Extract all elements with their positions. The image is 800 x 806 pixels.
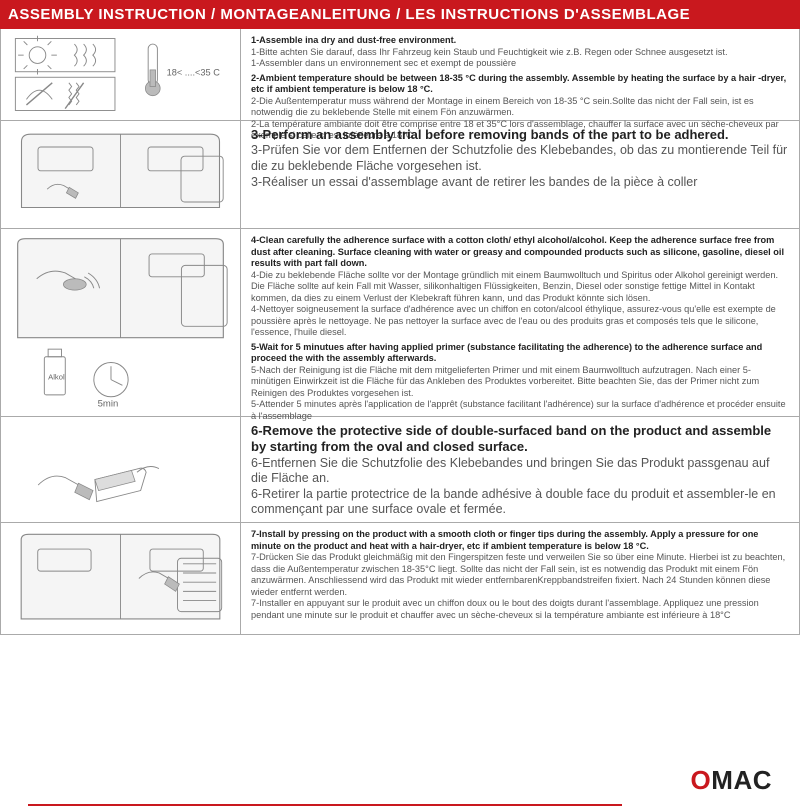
svg-text:5min: 5min <box>98 398 119 409</box>
row4-text: 6-Remove the protective side of double-s… <box>240 417 800 523</box>
row5-text: 7-Install by pressing on the product wit… <box>240 523 800 635</box>
row2-text: 3-Perform an assembly trial before remov… <box>240 121 800 229</box>
env-temp-icon: 18< ....<35 C <box>5 33 236 116</box>
peel-tape-icon <box>5 421 236 518</box>
svg-text:18< ....<35 C: 18< ....<35 C <box>167 67 221 77</box>
row1-text: 1-Assemble ina dry and dust-free environ… <box>240 29 800 121</box>
row4-illustration <box>0 417 240 523</box>
row1-illustration: 18< ....<35 C <box>0 29 240 121</box>
page-title: ASSEMBLY INSTRUCTION / MONTAGEANLEITUNG … <box>0 0 800 29</box>
row3-illustration: Alkol 5min <box>0 229 240 417</box>
van-rear-icon <box>5 125 236 224</box>
clean-wait-icon: Alkol 5min <box>5 233 236 412</box>
row5-illustration <box>0 523 240 635</box>
row2-illustration <box>0 121 240 229</box>
instruction-grid: 18< ....<35 C 1-Assemble ina dry and dus… <box>0 29 800 635</box>
brand-logo: OMAC <box>691 765 772 796</box>
row3-text: 4-Clean carefully the adherence surface … <box>240 229 800 417</box>
footer: OMAC <box>0 792 800 794</box>
svg-text:Alkol: Alkol <box>48 373 65 382</box>
press-install-icon <box>5 527 236 630</box>
